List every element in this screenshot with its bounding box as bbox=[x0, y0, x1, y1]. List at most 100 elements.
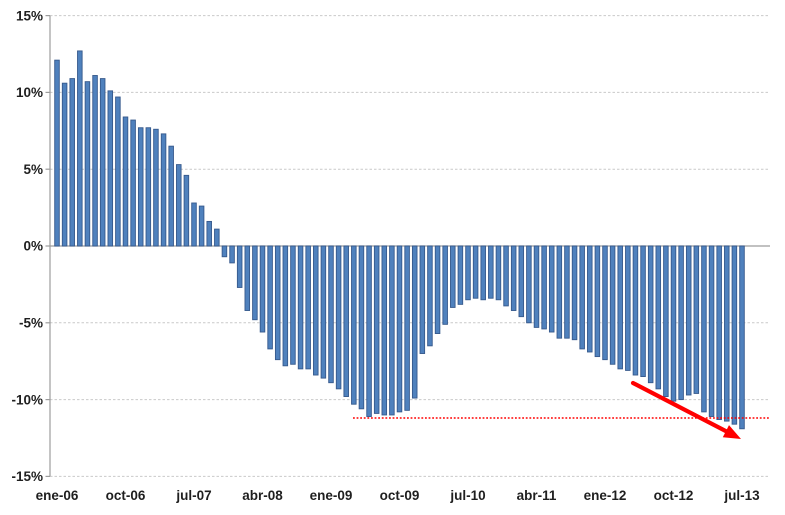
bar bbox=[358, 245, 365, 410]
bar bbox=[419, 245, 426, 354]
x-tick-label: abr-11 bbox=[517, 488, 557, 503]
bar bbox=[191, 202, 197, 247]
bar bbox=[663, 245, 669, 397]
bar bbox=[244, 245, 251, 311]
bar bbox=[632, 245, 639, 376]
bar bbox=[480, 245, 486, 301]
bar bbox=[457, 245, 464, 305]
bar bbox=[351, 245, 357, 405]
bar bbox=[564, 245, 570, 339]
bar bbox=[328, 245, 334, 384]
bar bbox=[259, 245, 266, 333]
bar bbox=[107, 90, 114, 247]
bar bbox=[198, 205, 205, 247]
bar bbox=[731, 245, 738, 425]
bar bbox=[305, 245, 311, 370]
bar bbox=[206, 220, 212, 247]
bar bbox=[533, 245, 540, 328]
bar bbox=[168, 145, 174, 247]
bar bbox=[145, 127, 152, 247]
bar bbox=[609, 245, 616, 365]
bar bbox=[366, 245, 372, 417]
bar bbox=[404, 245, 410, 411]
bar bbox=[282, 245, 289, 367]
x-tick-label: abr-08 bbox=[242, 488, 283, 503]
y-tick-label: -15% bbox=[11, 469, 43, 484]
bar bbox=[214, 228, 220, 247]
y-tick-label: 15% bbox=[16, 8, 43, 23]
bar bbox=[739, 245, 745, 430]
bar bbox=[183, 174, 190, 247]
bar bbox=[130, 119, 136, 247]
bar bbox=[602, 245, 608, 361]
bar bbox=[716, 245, 722, 421]
bar bbox=[472, 245, 479, 299]
bar bbox=[465, 245, 471, 301]
bar bbox=[297, 245, 304, 370]
bar bbox=[655, 245, 662, 390]
bar bbox=[541, 245, 547, 330]
bar bbox=[99, 78, 106, 247]
bar bbox=[594, 245, 601, 358]
x-tick-label: jul-10 bbox=[449, 488, 485, 503]
bar bbox=[495, 245, 502, 301]
y-tick-label: 5% bbox=[23, 162, 43, 177]
bar bbox=[320, 245, 327, 379]
bar bbox=[571, 245, 578, 341]
y-tick-label: -5% bbox=[19, 316, 43, 331]
x-tick-label: oct-12 bbox=[654, 488, 694, 503]
bar bbox=[678, 245, 684, 401]
bar bbox=[556, 245, 563, 339]
bar bbox=[548, 245, 555, 333]
bar bbox=[411, 245, 418, 399]
bar bbox=[701, 245, 707, 413]
bar bbox=[396, 245, 403, 413]
x-tick-label: oct-06 bbox=[106, 488, 146, 503]
bar bbox=[708, 245, 715, 417]
bar bbox=[434, 245, 441, 335]
bar bbox=[115, 96, 121, 247]
y-tick-label: -10% bbox=[11, 392, 43, 407]
bar bbox=[579, 245, 585, 350]
bar bbox=[389, 245, 395, 416]
bar bbox=[252, 245, 258, 321]
bar bbox=[488, 245, 494, 299]
bar bbox=[290, 245, 296, 365]
bar bbox=[510, 245, 517, 311]
bar bbox=[160, 133, 167, 247]
bar bbox=[221, 245, 228, 258]
bar bbox=[69, 78, 75, 247]
bar bbox=[54, 59, 60, 247]
bar bbox=[450, 245, 456, 308]
bar bbox=[267, 245, 273, 350]
x-tick-label: jul-13 bbox=[723, 488, 760, 503]
bar bbox=[518, 245, 525, 318]
bar bbox=[381, 245, 388, 416]
x-tick-label: oct-09 bbox=[380, 488, 420, 503]
bar bbox=[427, 245, 433, 347]
bar bbox=[503, 245, 509, 307]
bar bbox=[61, 82, 68, 247]
bar bbox=[274, 245, 281, 361]
bar bbox=[670, 245, 677, 402]
bar bbox=[373, 245, 380, 414]
x-tick-label: jul-07 bbox=[175, 488, 211, 503]
bar bbox=[313, 245, 319, 376]
x-tick-label: ene-09 bbox=[310, 488, 353, 503]
y-tick-label: 0% bbox=[23, 239, 43, 254]
bar bbox=[137, 127, 144, 247]
bar bbox=[587, 245, 593, 353]
bar bbox=[343, 245, 349, 397]
bar bbox=[526, 245, 532, 324]
bar bbox=[335, 245, 342, 390]
x-tick-label: ene-06 bbox=[36, 488, 79, 503]
bar bbox=[724, 245, 730, 422]
bar bbox=[84, 81, 91, 247]
bar bbox=[442, 245, 448, 325]
trend-arrow-shaft bbox=[630, 380, 732, 436]
trend-arrow-head bbox=[722, 425, 741, 439]
bar bbox=[640, 245, 646, 378]
bar bbox=[617, 245, 623, 370]
